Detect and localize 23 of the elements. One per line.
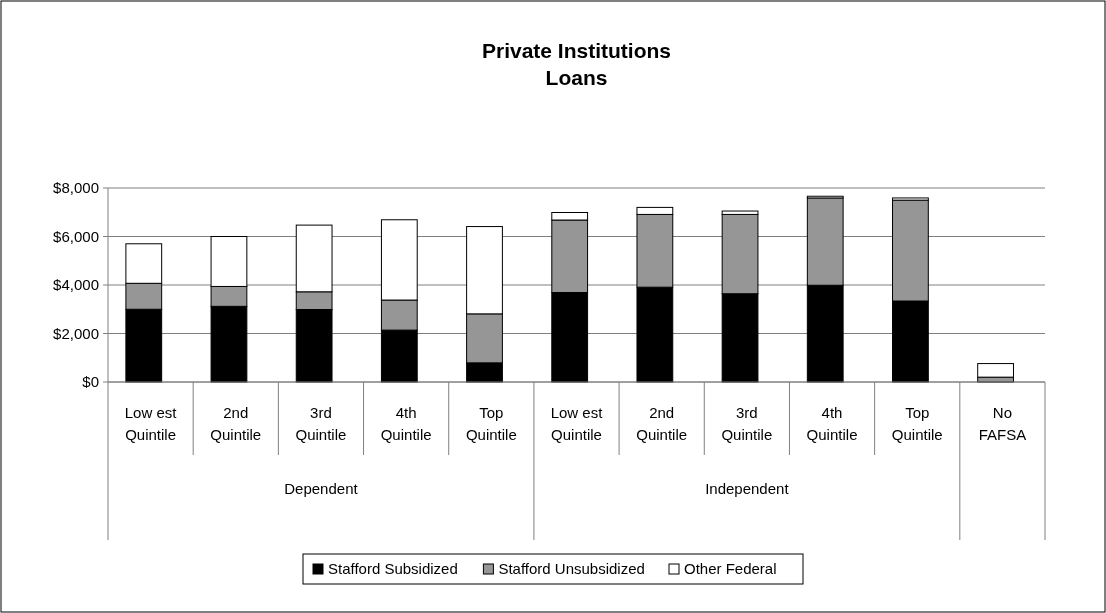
x-tick-label: Low est Quintile <box>124 404 178 443</box>
x-tick-label: Top Quintile <box>465 404 517 443</box>
x-tick-label: Top Quintile <box>891 404 943 443</box>
y-tick-label: $2,000 <box>53 324 99 342</box>
x-tick-label: 3rd Quintile <box>295 404 347 443</box>
text: Independent <box>705 480 790 497</box>
y-tick-label: $8,000 <box>53 179 99 196</box>
x-tick-label: 2nd Quintile <box>210 404 262 443</box>
legend-label: Stafford Unsubsidized <box>498 560 645 577</box>
x-tick-label: 4th Quintile <box>380 404 432 443</box>
x-tick-label: 3rd Quintile <box>721 404 773 443</box>
legend-label: Other Federal <box>684 560 777 577</box>
x-tick-label: 4th Quintile <box>806 404 858 443</box>
legend-label: Stafford Subsidized <box>328 560 458 577</box>
y-tick-label: $0 <box>82 373 99 390</box>
chart-title: Private Institutions Loans <box>481 39 672 89</box>
x-tick-label: 2nd Quintile <box>636 404 688 443</box>
y-tick-label: $6,000 <box>53 227 99 245</box>
y-tick-label: $4,000 <box>53 276 99 293</box>
x-tick-label: Low est Quintile <box>550 404 604 443</box>
text: Dependent <box>284 480 359 497</box>
x-tick-label: No FAFSA <box>978 404 1027 443</box>
bar <box>977 363 1014 378</box>
